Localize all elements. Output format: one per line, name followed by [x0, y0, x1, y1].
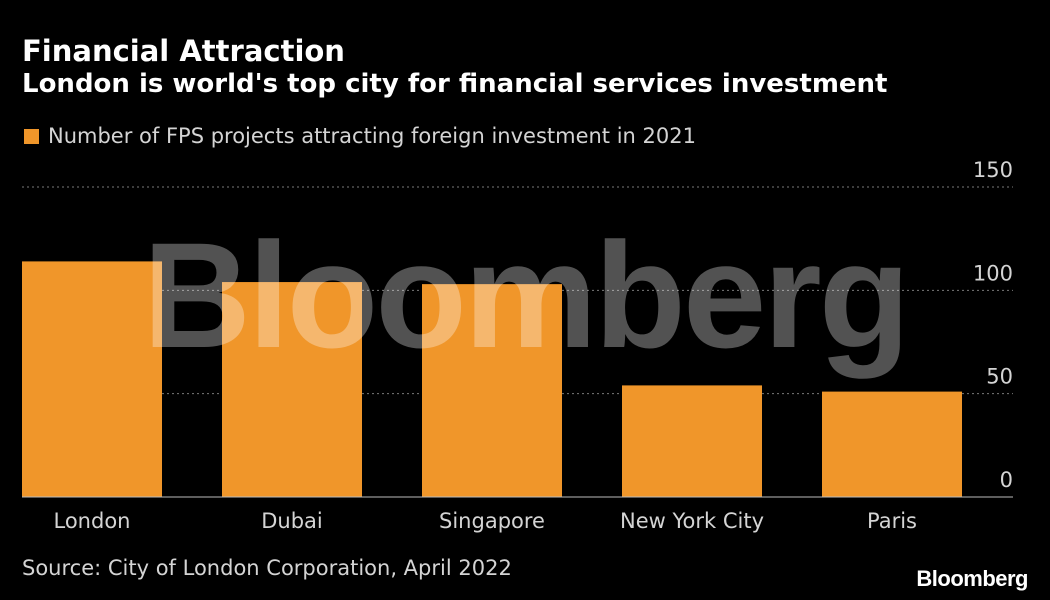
bar — [622, 385, 762, 497]
x-tick-label: London — [54, 509, 131, 533]
x-tick-label: Singapore — [439, 509, 545, 533]
bar — [222, 282, 362, 497]
legend-swatch — [24, 128, 39, 144]
source-note: Source: City of London Corporation, Apri… — [22, 556, 512, 580]
x-tick-label: Dubai — [261, 509, 323, 533]
y-tick-label: 0 — [1000, 468, 1013, 492]
legend: Number of FPS projects attracting foreig… — [24, 124, 696, 148]
chart-subtitle: London is world's top city for financial… — [22, 69, 888, 99]
bar — [22, 261, 162, 497]
x-tick-label: New York City — [620, 509, 764, 533]
y-tick-label: 150 — [973, 158, 1013, 182]
y-tick-label: 50 — [986, 365, 1013, 389]
bar — [822, 391, 962, 497]
y-tick-label: 100 — [973, 261, 1013, 285]
bloomberg-logo: Bloomberg — [916, 566, 1028, 591]
legend-label: Number of FPS projects attracting foreig… — [48, 124, 696, 148]
x-tick-label: Paris — [867, 509, 917, 533]
chart-title: Financial Attraction — [22, 34, 345, 68]
bar — [422, 284, 562, 497]
bloomberg-watermark: Bloomberg — [143, 211, 908, 379]
